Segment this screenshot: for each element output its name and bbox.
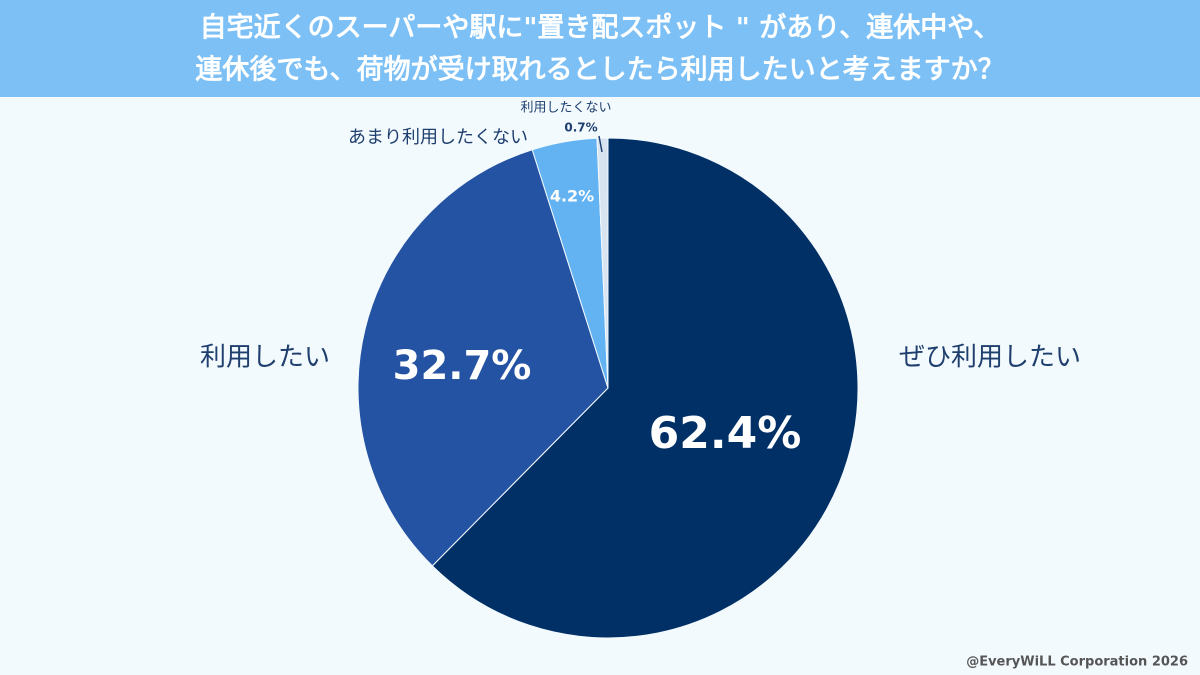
title-bar [0,0,1200,97]
value-label: 62.4% [649,408,802,459]
category-label: ぜひ利用したい [899,343,1081,373]
pie-slice [431,137,859,639]
value-label: 4.2% [550,187,594,206]
value-label: 0.7% [564,121,597,135]
category-label: あまり利用したくない [348,127,528,148]
pie-slice [357,149,609,567]
leader-line [598,135,603,153]
source: @EveryWiLL Corporation 2026 [966,655,1188,670]
category-label: 利用したい [200,343,330,373]
chart-title: 自宅近くのスーパーや駅に"置き配スポット " があり、連休中や、 [200,12,1001,44]
category-label: 利用したくない [520,101,611,116]
chart-title: 連休後でも、荷物が受け取れるとしたら利用したいと考えますか？ [195,54,1004,86]
pie-slice [596,137,609,389]
value-label: 32.7% [393,343,532,389]
